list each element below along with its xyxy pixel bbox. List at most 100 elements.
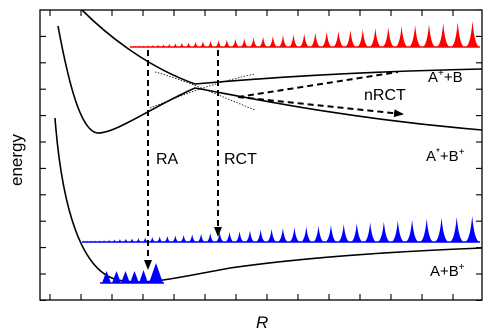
bound-packet-peak: [139, 270, 148, 283]
blue-packet-peak: [148, 237, 156, 242]
red-packet-peak: [192, 41, 200, 47]
blue-packet-peak: [404, 219, 420, 242]
bound-packet-peak: [102, 271, 111, 283]
red-packet-peak: [332, 30, 345, 47]
nrct-arrow-upper: [237, 71, 399, 98]
red-packet-peak: [231, 38, 240, 47]
blue-bound-wave-packet: [100, 263, 164, 284]
red-packet-peak: [166, 43, 173, 47]
red-wave-packet: [130, 21, 480, 48]
bound-packet-peak: [121, 271, 130, 283]
blue-packet-peak: [117, 239, 123, 242]
upper-curve-label: A++B: [428, 68, 463, 86]
red-packet-peak: [356, 29, 369, 47]
blue-packet-peak: [324, 225, 338, 242]
blue-packet-peak: [288, 227, 301, 242]
red-packet-peak: [408, 25, 423, 47]
blue-packet-peak: [337, 224, 351, 242]
blue-packet-peak: [187, 234, 197, 242]
red-packet-peak: [422, 24, 437, 47]
diabatic-crossing-line-2: [149, 73, 256, 109]
red-packet-peak: [309, 32, 321, 47]
red-packet-peak: [133, 45, 138, 47]
ra-label: RA: [156, 151, 179, 168]
red-packet-peak: [394, 26, 409, 47]
red-packet-peak: [160, 44, 167, 47]
red-packet-peak: [239, 38, 249, 47]
x-axis-label: R: [256, 313, 268, 332]
red-packet-peak: [141, 45, 146, 47]
blue-packet-peak: [244, 230, 256, 242]
blue-packet-peak: [277, 228, 289, 242]
red-packet-peak: [288, 34, 299, 47]
plot-frame: [39, 9, 483, 301]
lower-potential-curve: [54, 117, 483, 283]
rct-label: RCT: [224, 151, 257, 168]
bound-packet-peak: [130, 271, 139, 283]
blue-packet-peak: [205, 233, 215, 242]
diabatic-crossing-line-1: [154, 71, 256, 111]
red-packet-peak: [320, 31, 333, 47]
blue-packet-peak: [111, 239, 118, 242]
red-packet-peak: [436, 23, 451, 47]
red-packet-peak: [185, 42, 193, 47]
blue-packet-peak: [449, 216, 465, 242]
blue-packet-peak: [92, 240, 98, 242]
red-packet-peak: [137, 45, 142, 47]
nrct-label: nRCT: [364, 87, 406, 104]
red-packet-peak: [172, 43, 179, 47]
blue-packet-peak: [88, 240, 93, 242]
upper-potential-curve: [81, 9, 483, 85]
blue-packet-peak: [390, 220, 405, 242]
blue-packet-peak: [419, 218, 435, 242]
blue-packet-peak: [155, 236, 164, 242]
blue-packet-peak: [106, 239, 112, 242]
blue-packet-peak: [363, 222, 377, 242]
blue-packet-peak: [224, 231, 235, 242]
blue-packet-peak: [234, 231, 245, 242]
red-packet-peak: [267, 35, 278, 47]
blue-packet-peak: [214, 232, 225, 242]
blue-packet-peak: [97, 240, 102, 242]
bound-packet-peak: [149, 263, 163, 283]
bound-packet-peak: [112, 271, 121, 283]
red-packet-peak: [178, 42, 186, 47]
blue-packet-peak: [434, 217, 450, 242]
red-packet-peak: [155, 44, 161, 47]
blue-packet-peak: [300, 226, 313, 242]
red-packet-peak: [450, 22, 466, 47]
blue-packet-peak: [163, 235, 172, 242]
red-packet-peak: [150, 44, 156, 47]
red-packet-peak: [298, 33, 310, 47]
red-packet-peak: [214, 40, 223, 47]
blue-packet-peak: [312, 225, 325, 242]
blue-packet-peak: [266, 228, 278, 242]
blue-packet-peak: [85, 240, 89, 242]
y-axis-label: energy: [7, 134, 26, 186]
blue-packet-peak: [171, 235, 180, 242]
lower-curve-label: A+B+: [430, 262, 465, 280]
blue-packet-peak: [196, 233, 206, 242]
red-packet-peak: [199, 41, 207, 47]
red-packet-peak: [381, 27, 395, 47]
middle-curve-label: A*+B+: [426, 147, 465, 165]
blue-packet-peak: [128, 238, 136, 242]
blue-wave-packet: [82, 216, 480, 243]
red-packet-peak: [258, 36, 268, 47]
blue-packet-peak: [464, 216, 480, 242]
blue-packet-peak: [101, 240, 107, 242]
red-packet-peak: [465, 21, 480, 47]
blue-packet-peak: [82, 241, 86, 242]
red-packet-peak: [206, 40, 215, 47]
middle-potential-curve: [57, 25, 483, 134]
axis-ticks: [40, 9, 482, 301]
blue-packet-peak: [179, 234, 188, 242]
red-packet-peak: [222, 39, 232, 47]
red-packet-peak: [344, 29, 357, 47]
blue-packet-peak: [135, 237, 142, 242]
red-packet-peak: [248, 37, 259, 47]
blue-packet-peak: [141, 237, 149, 242]
red-packet-peak: [368, 28, 382, 47]
red-packet-peak: [145, 45, 151, 47]
